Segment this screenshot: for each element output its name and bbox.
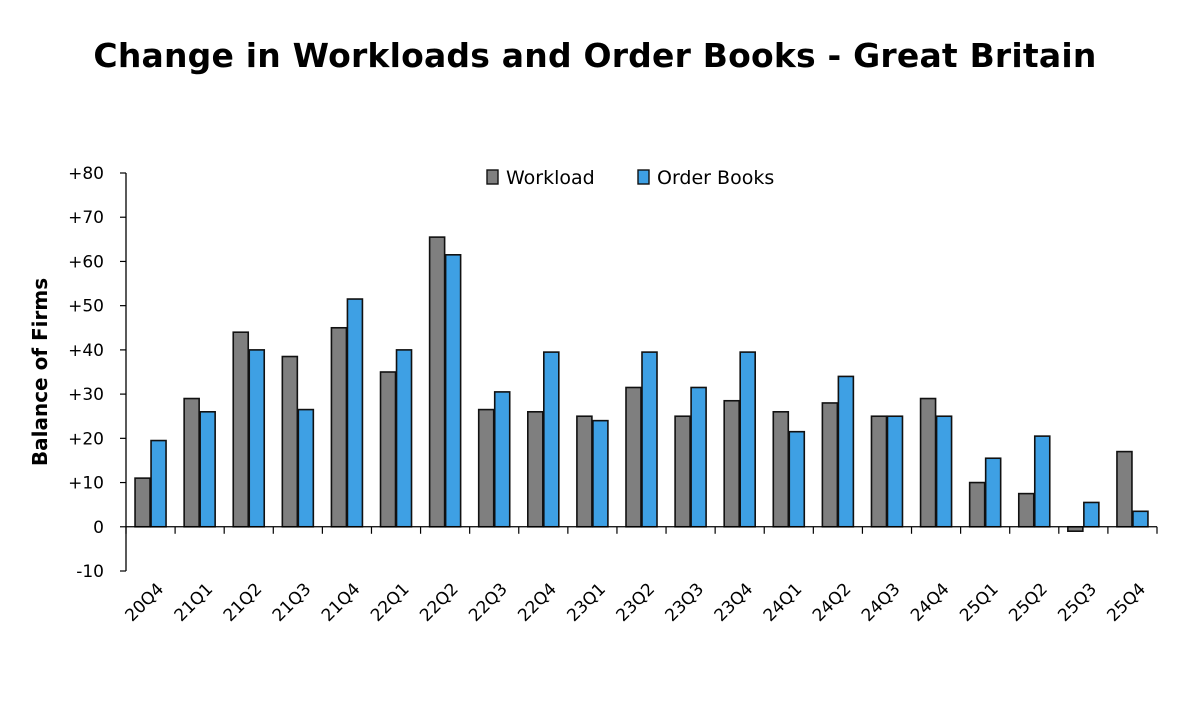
workload-bar [870, 415, 888, 528]
order-books-bar [150, 439, 167, 528]
workload-bar [183, 397, 200, 528]
y-tick-label: -10 [76, 562, 104, 582]
x-tick-label: 24Q2 [809, 579, 856, 626]
workload-bar [1017, 492, 1035, 528]
y-tick-label: +20 [68, 429, 104, 449]
y-tick-label: +60 [68, 252, 104, 272]
x-tick-label: 21Q1 [171, 579, 218, 626]
workload-bar [968, 481, 986, 528]
x-tick-label: 20Q4 [122, 579, 169, 626]
x-tick-label: 21Q2 [220, 579, 267, 626]
workload-bar [281, 355, 299, 528]
workload-bar [527, 410, 544, 528]
order-books-bar [641, 351, 658, 528]
legend-item-order-books: Order Books [637, 167, 774, 189]
order-books-bar [935, 415, 953, 528]
order-books-bar [248, 349, 266, 528]
y-axis-label: Balance of Firms [28, 278, 52, 466]
order-books-bar [1033, 435, 1051, 528]
chart-title: Change in Workloads and Order Books - Gr… [93, 36, 1097, 75]
order-books-bar [297, 408, 315, 528]
workload-bar [330, 326, 348, 528]
x-tick-label: 24Q1 [760, 579, 807, 626]
order-books-bar [395, 349, 413, 528]
x-tick-label: 23Q1 [563, 579, 610, 626]
x-tick-label: 21Q4 [318, 579, 365, 626]
x-tick-label: 24Q3 [858, 579, 905, 626]
y-tick-label: 0 [93, 518, 104, 538]
order-books-bar [346, 298, 364, 528]
y-tick-label: +80 [68, 164, 104, 184]
x-tick-label: 23Q2 [612, 579, 659, 626]
workload-bar [428, 236, 446, 528]
workload-bar [1067, 525, 1084, 532]
x-tick-label: 22Q2 [416, 579, 463, 626]
workload-bar [477, 408, 495, 528]
x-tick-label: 25Q3 [1054, 579, 1101, 626]
workload-bar [576, 415, 593, 528]
order-books-bar [788, 430, 806, 528]
y-tick-label: +10 [68, 474, 104, 494]
order-books-bar [493, 391, 511, 528]
y-tick-label: +70 [68, 208, 104, 228]
order-books-bar [543, 351, 560, 528]
workload-bar [232, 331, 250, 528]
workload-bar [723, 399, 740, 528]
workload-bar [821, 402, 839, 528]
x-tick-label: 22Q3 [465, 579, 512, 626]
y-tick-label: +50 [68, 297, 104, 317]
x-tick-label: 22Q1 [367, 579, 414, 626]
legend: Workload Order Books [486, 167, 774, 189]
x-tick-label: 21Q3 [269, 579, 316, 626]
x-tick-label: 23Q3 [662, 579, 709, 626]
order-books-bar [837, 375, 855, 528]
legend-item-workload: Workload [486, 167, 595, 189]
workload-bar [134, 477, 151, 528]
order-books-bar [592, 419, 609, 528]
order-books-bar [199, 410, 216, 528]
workload-bar [625, 386, 642, 528]
x-tick-label: 25Q1 [956, 579, 1003, 626]
order-books-bar [690, 386, 707, 528]
order-books-bar [739, 351, 756, 528]
workload-bar [772, 410, 790, 528]
x-tick-label: 25Q2 [1005, 579, 1052, 626]
x-tick-label: 23Q4 [711, 579, 758, 626]
order-books-bar [984, 457, 1002, 528]
x-axis: 20Q4 21Q1 21Q2 21Q3 21Q4 22Q1 22Q2 22Q3 22Q4 23Q1… [122, 526, 1158, 626]
order-books-bar [1132, 510, 1149, 528]
x-tick-label: 25Q4 [1103, 579, 1150, 626]
workload-bar [674, 415, 691, 528]
workload-bar [379, 371, 397, 528]
legend-swatch [637, 169, 650, 185]
y-tick-label: +40 [68, 341, 104, 361]
order-books-bar [444, 254, 462, 528]
legend-label: Order Books [657, 167, 774, 189]
workload-bar [1116, 450, 1133, 528]
x-tick-label: 22Q4 [514, 579, 561, 626]
workload-bar [919, 397, 937, 528]
bars [134, 236, 1149, 532]
legend-swatch [486, 169, 499, 185]
legend-label: Workload [506, 167, 595, 189]
x-tick-label: 24Q4 [907, 579, 954, 626]
y-tick-label: +30 [68, 385, 104, 405]
order-books-bar [886, 415, 904, 528]
y-axis: -10 0 +10 +20 +30 +40 +50 +60 +70 +80 [68, 164, 127, 582]
order-books-bar [1083, 501, 1100, 528]
